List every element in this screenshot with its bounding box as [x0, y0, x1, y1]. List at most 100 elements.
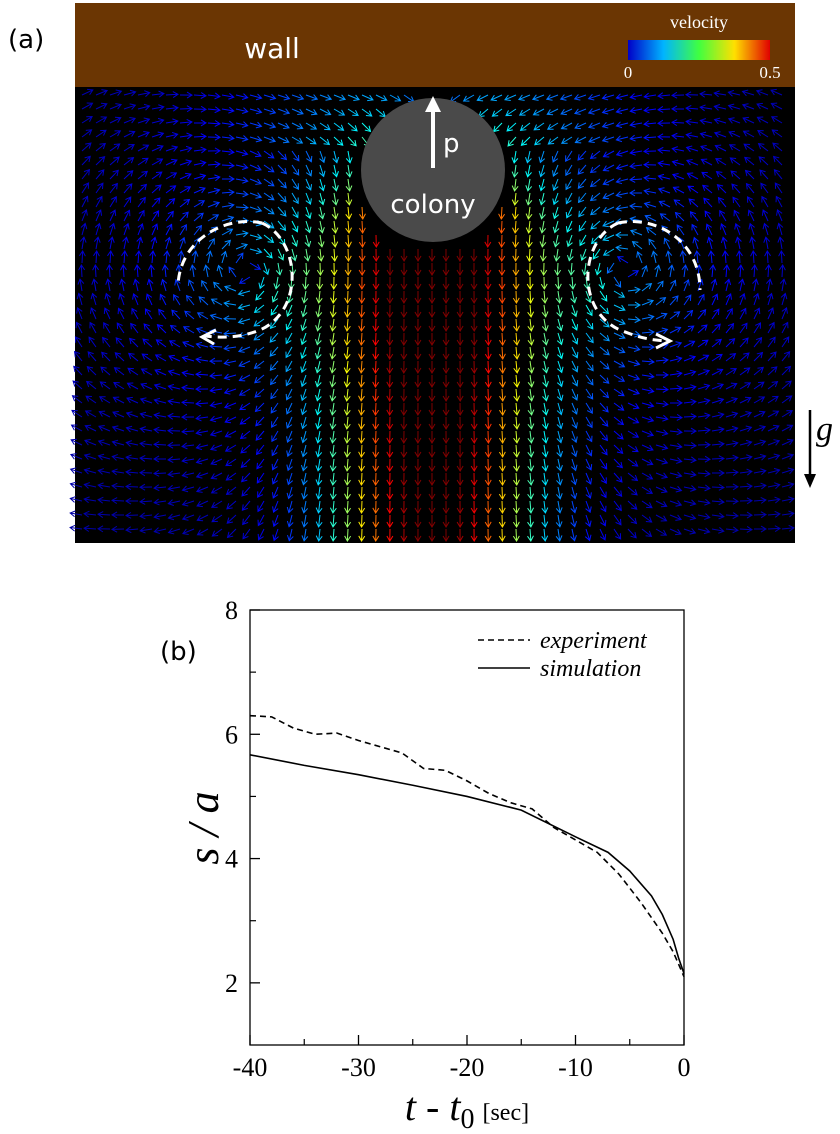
velocity-arrow — [358, 444, 365, 458]
velocity-arrow — [685, 118, 699, 126]
velocity-arrow — [329, 486, 337, 500]
velocity-arrow — [167, 527, 181, 535]
velocity-arrow — [302, 276, 309, 290]
velocity-arrow — [669, 457, 683, 464]
velocity-arrow — [95, 209, 103, 222]
velocity-arrow — [725, 483, 739, 491]
velocity-arrow — [249, 121, 263, 129]
velocity-arrow — [713, 131, 727, 138]
velocity-arrow — [512, 304, 520, 318]
velocity-arrow — [71, 395, 83, 404]
velocity-arrow — [134, 264, 141, 278]
velocity-arrow — [669, 413, 683, 421]
velocity-arrow — [221, 228, 234, 236]
velocity-arrow — [781, 481, 795, 489]
velocity-arrow — [277, 220, 287, 232]
velocity-arrow — [570, 290, 577, 304]
velocity-arrow — [331, 206, 339, 220]
velocity-arrow — [513, 458, 520, 472]
velocity-arrow — [286, 458, 293, 472]
velocity-arrow — [270, 388, 279, 400]
velocity-arrow — [386, 346, 394, 360]
velocity-arrow — [512, 528, 520, 542]
velocity-arrow — [224, 416, 237, 424]
velocity-arrow — [757, 130, 769, 138]
velocity-arrow — [753, 336, 763, 348]
velocity-arrow — [207, 174, 221, 182]
velocity-arrow — [599, 444, 608, 456]
velocity-arrow — [319, 122, 331, 131]
velocity-arrow — [331, 248, 338, 262]
velocity-arrow — [139, 469, 153, 477]
velocity-arrow — [103, 307, 111, 320]
velocity-arrow — [181, 514, 195, 521]
velocity-arrow — [585, 444, 593, 457]
velocity-arrow — [209, 415, 223, 423]
velocity-arrow — [697, 412, 711, 420]
velocity-arrow — [221, 106, 235, 114]
velocity-arrow — [511, 150, 519, 164]
velocity-arrow — [641, 343, 655, 351]
velocity-arrow — [532, 108, 545, 116]
velocity-arrow — [728, 130, 741, 138]
velocity-arrow — [641, 358, 655, 366]
velocity-arrow — [770, 102, 783, 110]
velocity-arrow — [151, 158, 164, 166]
velocity-arrow — [358, 416, 365, 430]
velocity-arrow — [725, 382, 738, 390]
velocity-arrow — [699, 118, 713, 125]
velocity-arrow — [165, 91, 179, 98]
velocity-arrow — [655, 386, 669, 393]
velocity-arrow — [613, 374, 626, 382]
velocity-arrow — [577, 164, 587, 175]
velocity-arrow — [571, 444, 578, 458]
velocity-arrow — [375, 94, 388, 102]
velocity-arrow — [151, 197, 161, 208]
velocity-arrow — [599, 500, 607, 513]
velocity-arrow — [686, 172, 699, 180]
velocity-arrow — [400, 430, 408, 444]
velocity-arrow — [223, 359, 237, 366]
velocity-arrow — [739, 454, 753, 462]
velocity-arrow — [76, 292, 84, 306]
velocity-arrow — [329, 430, 337, 444]
velocity-arrow — [344, 514, 352, 528]
velocity-arrow — [615, 163, 629, 171]
velocity-arrow — [585, 374, 594, 386]
velocity-arrow — [560, 108, 573, 116]
velocity-arrow — [601, 136, 615, 143]
velocity-arrow — [655, 429, 669, 437]
velocity-arrow — [386, 276, 394, 290]
velocity-arrow — [527, 500, 535, 514]
velocity-arrow — [555, 486, 563, 500]
velocity-arrow — [711, 338, 722, 348]
velocity-arrow — [484, 248, 492, 262]
velocity-arrow — [725, 337, 736, 348]
velocity-arrow — [498, 234, 506, 248]
velocity-arrow — [372, 458, 380, 472]
velocity-arrow — [513, 472, 520, 486]
velocity-arrow — [757, 143, 769, 152]
velocity-arrow — [315, 500, 323, 514]
velocity-arrow — [669, 341, 683, 348]
velocity-arrow — [711, 526, 725, 534]
velocity-arrow — [512, 290, 520, 304]
velocity-arrow — [781, 467, 795, 475]
velocity-arrow — [226, 528, 237, 539]
velocity-arrow — [256, 458, 265, 470]
velocity-arrow — [315, 458, 323, 472]
velocity-arrow — [315, 430, 322, 444]
velocity-arrow — [706, 236, 714, 250]
velocity-arrow — [641, 514, 653, 523]
velocity-arrow — [685, 145, 699, 153]
velocity-arrow — [748, 222, 755, 236]
velocity-arrow — [285, 346, 293, 359]
velocity-arrow — [88, 336, 97, 348]
velocity-arrow — [683, 485, 697, 492]
velocity-arrow — [344, 500, 351, 514]
velocity-arrow — [484, 444, 492, 458]
velocity-arrow — [223, 300, 237, 308]
velocity-arrow — [358, 220, 366, 234]
velocity-arrow — [235, 163, 249, 171]
velocity-arrow — [669, 471, 683, 479]
